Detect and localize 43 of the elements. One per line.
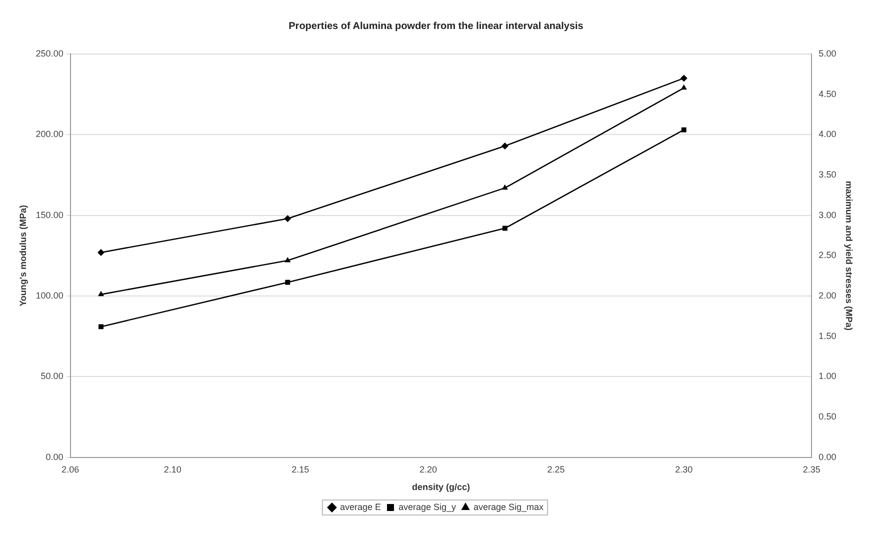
y-tick-label: 100.00: [36, 290, 64, 301]
legend-label: average Sig_y: [398, 502, 457, 512]
point: [681, 127, 686, 132]
x-tick-label: 2.15: [292, 464, 310, 474]
y-axis-title: Young's modulus (MPa): [18, 204, 28, 306]
y2-tick-label: 2.50: [818, 250, 836, 260]
y-tick-label: 150.00: [36, 210, 64, 220]
y2-tick-label: 0.00: [818, 452, 836, 462]
legend-label: average E: [340, 502, 381, 512]
point: [285, 280, 290, 285]
point: [680, 84, 687, 90]
y2-tick-label: 1.00: [818, 371, 836, 382]
point: [680, 74, 688, 82]
y-tick-label: 0.00: [46, 452, 64, 462]
x-tick-label: 2.35: [802, 464, 820, 474]
y2-axis-title: maximum and yield stresses (MPa): [844, 180, 854, 330]
point: [502, 184, 508, 190]
y2-tick-label: 4.50: [818, 88, 836, 99]
point: [98, 290, 104, 296]
point: [502, 226, 508, 231]
point: [284, 257, 291, 262]
legend-label: average Sig_max: [474, 502, 544, 512]
y2-tick-label: 0.50: [818, 412, 836, 422]
y2-tick-label: 3.50: [818, 170, 836, 180]
y2-tick-label: 1.50: [818, 330, 836, 341]
chart-title: Properties of Alumina powder from the linear interval analysis: [288, 20, 584, 32]
x-tick-label: 2.06: [62, 464, 80, 474]
y2-tick-label: 2.00: [818, 290, 836, 301]
x-tick-label: 2.30: [675, 464, 693, 474]
y2-tick-label: 4.00: [818, 129, 836, 140]
x-axis-title: density (g/cc): [412, 482, 470, 492]
y-tick-label: 250.00: [36, 48, 64, 58]
x-tick-label: 2.25: [547, 464, 565, 474]
x-tick-label: 2.10: [164, 464, 182, 474]
point: [284, 215, 292, 222]
y-tick-label: 50.00: [40, 371, 64, 382]
point: [501, 142, 508, 150]
y-tick-label: 200.00: [36, 129, 64, 140]
point: [98, 248, 105, 256]
point: [98, 324, 104, 330]
y2-tick-label: 3.00: [818, 210, 836, 220]
y2-tick-label: 5.00: [818, 48, 836, 58]
x-tick-label: 2.20: [419, 464, 437, 474]
